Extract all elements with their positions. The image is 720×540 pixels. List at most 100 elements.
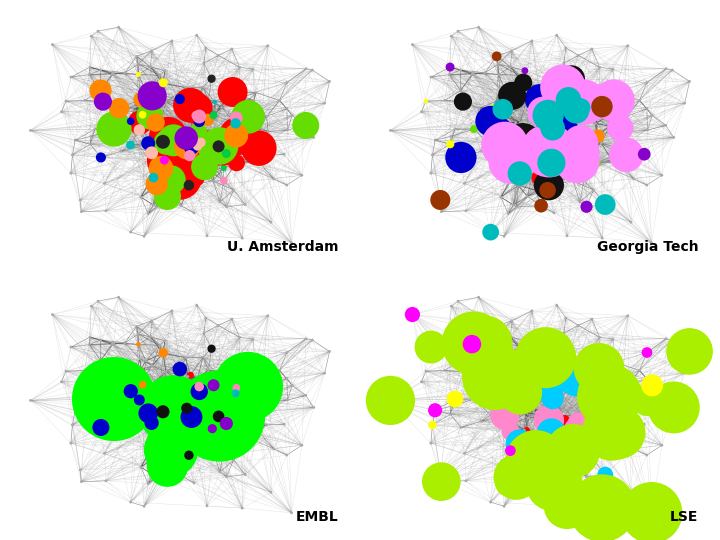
Point — [604, 380, 616, 388]
Point — [552, 128, 564, 137]
Point — [596, 234, 608, 242]
Point — [660, 334, 672, 343]
Point — [578, 415, 590, 424]
Point — [148, 423, 159, 432]
Point — [182, 381, 194, 390]
Point — [540, 83, 552, 92]
Point — [174, 95, 186, 104]
Point — [571, 426, 582, 435]
Point — [162, 132, 174, 140]
Point — [212, 422, 224, 430]
Point — [516, 434, 527, 443]
Point — [115, 417, 127, 426]
Point — [452, 27, 464, 36]
Point — [558, 59, 570, 68]
Point — [514, 169, 526, 178]
Point — [134, 126, 145, 134]
Point — [199, 163, 210, 171]
Point — [596, 504, 608, 512]
Point — [161, 156, 173, 165]
Point — [244, 122, 256, 131]
Point — [491, 52, 503, 60]
Point — [505, 446, 516, 455]
Point — [523, 414, 534, 422]
Point — [600, 200, 611, 209]
Point — [156, 434, 167, 443]
Point — [548, 478, 559, 487]
Point — [557, 353, 569, 362]
Point — [566, 75, 577, 83]
Point — [265, 488, 276, 497]
Point — [24, 396, 36, 405]
Point — [560, 417, 572, 426]
Point — [145, 446, 156, 455]
Point — [161, 138, 172, 147]
Point — [198, 329, 210, 338]
Point — [646, 239, 657, 247]
Point — [186, 134, 197, 143]
Point — [628, 444, 639, 453]
Point — [185, 101, 197, 110]
Point — [604, 392, 616, 401]
Point — [286, 509, 297, 517]
Point — [570, 376, 582, 384]
Point — [515, 119, 526, 127]
Point — [192, 128, 204, 137]
Point — [485, 117, 497, 125]
Point — [521, 192, 533, 201]
Text: LSE: LSE — [670, 510, 698, 524]
Point — [551, 301, 562, 309]
Point — [174, 173, 185, 182]
Point — [446, 132, 457, 141]
Point — [561, 232, 572, 240]
Point — [182, 102, 194, 111]
Point — [647, 111, 658, 120]
Point — [588, 186, 599, 194]
Point — [287, 111, 298, 120]
Point — [575, 139, 586, 147]
Point — [457, 367, 469, 376]
Point — [146, 148, 158, 157]
Point — [300, 121, 312, 130]
Point — [211, 426, 222, 435]
Point — [537, 108, 549, 117]
Point — [415, 377, 427, 386]
Point — [132, 70, 144, 79]
Point — [684, 347, 696, 356]
Point — [521, 426, 533, 435]
Point — [548, 421, 559, 429]
Point — [186, 159, 197, 167]
Point — [621, 421, 632, 429]
Point — [534, 365, 546, 374]
Point — [218, 434, 230, 442]
Point — [552, 398, 564, 407]
Point — [233, 132, 244, 140]
Point — [235, 139, 247, 147]
Point — [200, 44, 212, 52]
Point — [572, 422, 584, 430]
Point — [518, 426, 530, 434]
Point — [190, 111, 202, 120]
Point — [497, 380, 508, 389]
Point — [550, 111, 562, 120]
Point — [581, 202, 593, 211]
Point — [540, 353, 552, 362]
Point — [534, 173, 545, 182]
Point — [145, 174, 156, 183]
Point — [494, 85, 505, 93]
Point — [140, 86, 152, 95]
Point — [69, 406, 81, 415]
Point — [157, 408, 168, 416]
Point — [543, 181, 554, 190]
Point — [308, 403, 320, 412]
Point — [125, 498, 136, 507]
Point — [517, 349, 528, 358]
Point — [606, 426, 618, 434]
Point — [230, 429, 242, 437]
Point — [279, 150, 290, 159]
Point — [606, 157, 618, 165]
Point — [555, 138, 567, 147]
Point — [542, 381, 554, 390]
Point — [436, 207, 447, 216]
Point — [586, 45, 598, 53]
